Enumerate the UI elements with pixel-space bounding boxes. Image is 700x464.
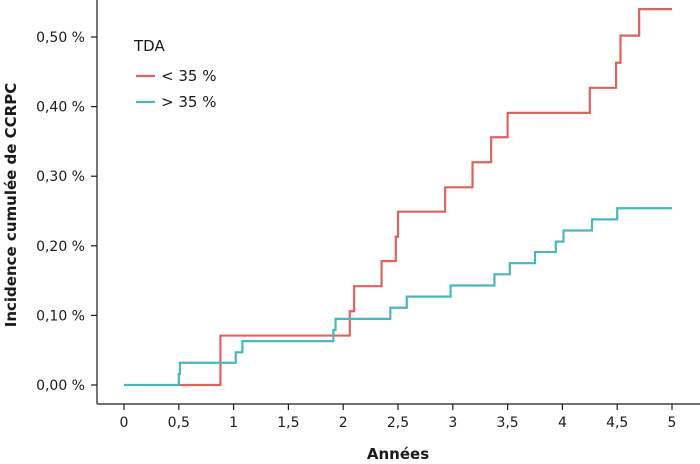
x-tick-label: 2,5	[387, 415, 409, 431]
legend-label-0: < 35 %	[161, 67, 216, 85]
x-tick-label: 1	[229, 415, 238, 431]
x-tick-label: 4,5	[606, 415, 628, 431]
plot-lines	[124, 8, 672, 387]
y-tick-label: 0,10 %	[36, 308, 85, 324]
x-tick-label: 2	[339, 415, 348, 431]
legend-label-1: > 35 %	[161, 93, 216, 111]
x-tick-label: 1,5	[277, 415, 299, 431]
y-tick-label: 0,50 %	[36, 30, 85, 46]
legend-title: TDA	[133, 37, 165, 55]
x-tick-label: 0,5	[168, 415, 190, 431]
x-ticks: 0 0,5 1 1,5 2 2,5 3 3,5 4 4,5 5	[120, 404, 677, 431]
y-axis-title: Incidence cumulée de CCRPC	[2, 83, 20, 327]
x-tick-label: 3,5	[496, 415, 518, 431]
y-ticks: 0,00 % 0,10 % 0,20 % 0,30 % 0,40 % 0,50 %	[36, 30, 97, 394]
series-line-0	[178, 8, 672, 387]
y-tick-label: 0,30 %	[36, 169, 85, 185]
x-tick-label: 5	[668, 415, 677, 431]
x-axis-title: Années	[367, 445, 429, 463]
series-line-1	[124, 207, 672, 387]
x-tick-label: 4	[558, 415, 567, 431]
y-tick-label: 0,00 %	[36, 378, 85, 394]
x-tick-label: 3	[448, 415, 457, 431]
y-tick-label: 0,40 %	[36, 100, 85, 116]
x-tick-label: 0	[120, 415, 129, 431]
y-tick-label: 0,20 %	[36, 239, 85, 255]
legend: TDA < 35 % > 35 %	[133, 37, 216, 111]
